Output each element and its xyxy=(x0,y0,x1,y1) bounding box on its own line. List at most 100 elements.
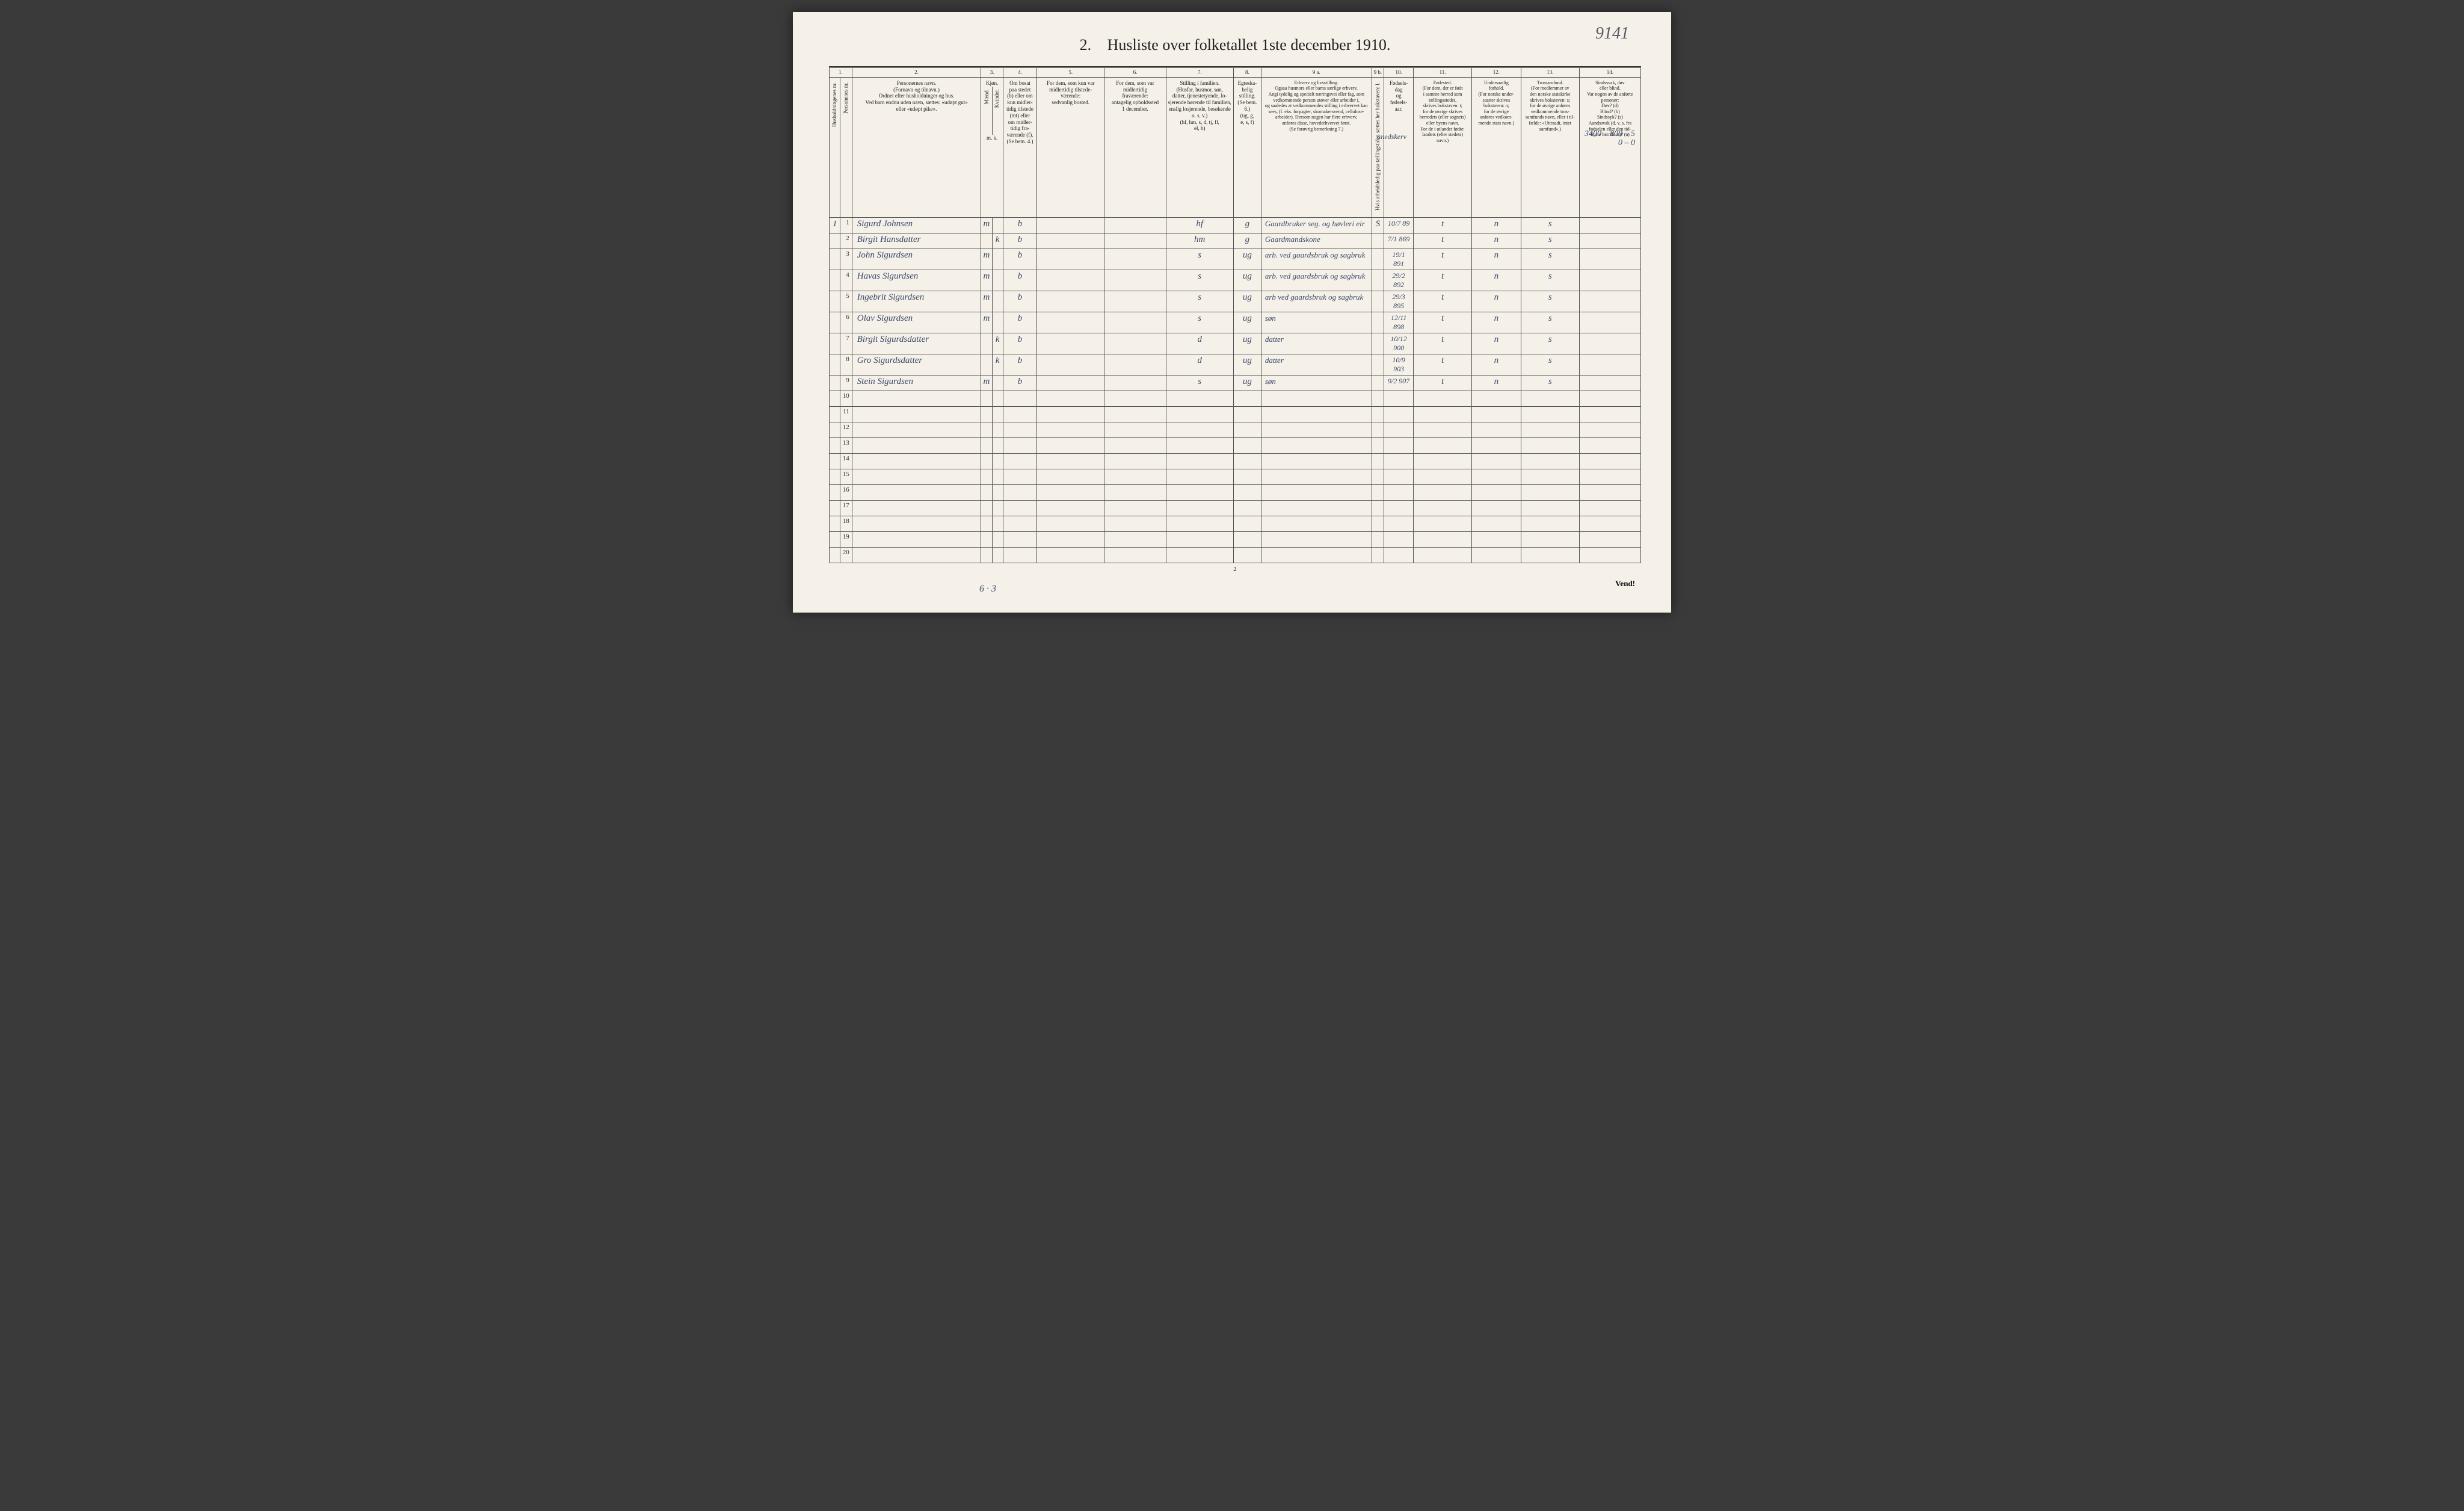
cell-name: Birgit Hansdatter xyxy=(852,233,981,249)
cell-temp-present xyxy=(1037,291,1104,312)
cell-unemployed xyxy=(1372,391,1384,406)
table-row: 12 xyxy=(830,422,1641,437)
cell-name xyxy=(852,547,981,563)
cell-occupation xyxy=(1261,484,1372,500)
census-page: 9141 2. Husliste over folketallet 1ste d… xyxy=(793,12,1671,613)
cell-birthplace: t xyxy=(1414,249,1472,270)
cell-birthdate xyxy=(1384,422,1414,437)
cell-disability xyxy=(1579,312,1640,333)
cell-male xyxy=(981,391,992,406)
cell-female xyxy=(992,484,1003,500)
cell-person-no: 5 xyxy=(840,291,852,312)
cell-religion: s xyxy=(1521,312,1579,333)
cell-birthdate xyxy=(1384,547,1414,563)
cell-residence xyxy=(1003,500,1036,516)
cell-temp-absent xyxy=(1104,469,1166,484)
header-household-no: Husholdningenes nr. xyxy=(830,77,840,217)
cell-marital-status xyxy=(1233,453,1261,469)
cell-birthdate: 10/12 900 xyxy=(1384,333,1414,354)
cell-nationality: n xyxy=(1472,233,1521,249)
cell-temp-present xyxy=(1037,312,1104,333)
cell-nationality: n xyxy=(1472,375,1521,391)
cell-unemployed xyxy=(1372,547,1384,563)
cell-family-position: hm xyxy=(1166,233,1233,249)
cell-unemployed xyxy=(1372,516,1384,531)
cell-birthplace xyxy=(1414,422,1472,437)
cell-temp-absent xyxy=(1104,422,1166,437)
cell-person-no: 14 xyxy=(840,453,852,469)
cell-birthplace xyxy=(1414,500,1472,516)
cell-family-position: d xyxy=(1166,333,1233,354)
colnum-5: 5. xyxy=(1037,67,1104,78)
cell-temp-absent xyxy=(1104,291,1166,312)
cell-person-no: 1 xyxy=(840,217,852,233)
cell-female xyxy=(992,453,1003,469)
cell-religion: s xyxy=(1521,375,1579,391)
cell-birthdate: 10/9 903 xyxy=(1384,354,1414,375)
cell-disability xyxy=(1579,422,1640,437)
cell-disability xyxy=(1579,484,1640,500)
cell-male xyxy=(981,547,992,563)
cell-male xyxy=(981,422,992,437)
cell-disability xyxy=(1579,516,1640,531)
header-birthdate: Fødsels- dag og fødsels- aar. xyxy=(1384,77,1414,217)
cell-male: m xyxy=(981,270,992,291)
colnum-11: 11. xyxy=(1414,67,1472,78)
cell-occupation: datter xyxy=(1261,333,1372,354)
header-nationality: Undersaatlig forhold. (For norske under-… xyxy=(1472,77,1521,217)
cell-occupation: arb. ved gaardsbruk og sagbruk xyxy=(1261,249,1372,270)
table-row: 11 xyxy=(830,406,1641,422)
cell-household-no xyxy=(830,547,840,563)
cell-name xyxy=(852,391,981,406)
cell-disability xyxy=(1579,270,1640,291)
cell-family-position xyxy=(1166,391,1233,406)
cell-male xyxy=(981,437,992,453)
cell-name xyxy=(852,469,981,484)
cell-nationality xyxy=(1472,391,1521,406)
page-number-bottom: 2 xyxy=(829,566,1641,573)
table-header: 1. 2. 3. 4. 5. 6. 7. 8. 9 a. 9 b. 10. 11… xyxy=(830,67,1641,218)
cell-household-no xyxy=(830,516,840,531)
cell-temp-present xyxy=(1037,516,1104,531)
cell-residence: b xyxy=(1003,333,1036,354)
cell-occupation xyxy=(1261,500,1372,516)
cell-person-no: 20 xyxy=(840,547,852,563)
cell-temp-present xyxy=(1037,484,1104,500)
table-row: 18 xyxy=(830,516,1641,531)
cell-temp-present xyxy=(1037,249,1104,270)
cell-temp-absent xyxy=(1104,233,1166,249)
cell-marital-status xyxy=(1233,469,1261,484)
cell-birthdate: 9/2 907 xyxy=(1384,375,1414,391)
cell-family-position: s xyxy=(1166,249,1233,270)
cell-disability xyxy=(1579,453,1640,469)
cell-name xyxy=(852,531,981,547)
cell-birthplace xyxy=(1414,516,1472,531)
cell-name xyxy=(852,484,981,500)
cell-person-no: 13 xyxy=(840,437,852,453)
cell-birthplace xyxy=(1414,484,1472,500)
footer-annotation: 6 · 3 xyxy=(979,584,996,595)
cell-name xyxy=(852,406,981,422)
cell-birthplace xyxy=(1414,531,1472,547)
cell-temp-absent xyxy=(1104,453,1166,469)
cell-household-no xyxy=(830,333,840,354)
cell-religion: s xyxy=(1521,249,1579,270)
cell-household-no xyxy=(830,375,840,391)
header-residence: Om bosat paa stedet (b) eller om kun mid… xyxy=(1003,77,1036,217)
cell-female xyxy=(992,249,1003,270)
cell-temp-absent xyxy=(1104,484,1166,500)
cell-female xyxy=(992,291,1003,312)
cell-disability xyxy=(1579,233,1640,249)
cell-temp-present xyxy=(1037,354,1104,375)
cell-occupation: søn xyxy=(1261,312,1372,333)
cell-male xyxy=(981,516,992,531)
cell-residence: b xyxy=(1003,249,1036,270)
table-row: 4Havas Sigurdsenmbsugarb. ved gaardsbruk… xyxy=(830,270,1641,291)
cell-person-no: 17 xyxy=(840,500,852,516)
cell-birthplace xyxy=(1414,547,1472,563)
cell-religion: s xyxy=(1521,354,1579,375)
cell-birthplace: t xyxy=(1414,312,1472,333)
cell-birthplace: t xyxy=(1414,291,1472,312)
cell-person-no: 15 xyxy=(840,469,852,484)
cell-disability xyxy=(1579,469,1640,484)
